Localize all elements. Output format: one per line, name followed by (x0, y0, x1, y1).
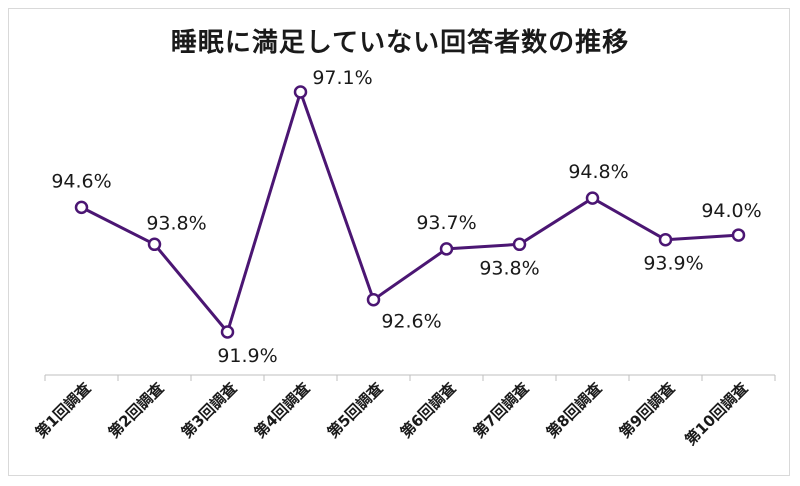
x-tick-label: 第1回調査 (32, 378, 95, 441)
data-point (585, 191, 600, 205)
data-label: 93.7% (416, 212, 476, 234)
x-tick-label: 第3回調査 (178, 378, 241, 441)
x-tick-label: 第8回調査 (543, 378, 606, 441)
x-tick-label: 第7回調査 (470, 378, 533, 441)
data-label: 93.8% (479, 257, 539, 279)
chart-title: 睡眠に満足していない回答者数の推移 (170, 28, 630, 58)
data-point (366, 292, 381, 307)
x-tick-label: 第4回調査 (251, 378, 314, 441)
x-tick-label: 第6回調査 (397, 378, 460, 441)
x-tick-label: 第5回調査 (324, 378, 387, 441)
data-point (293, 85, 308, 99)
x-tick-label: 第9回調査 (616, 378, 679, 441)
x-tick-label: 第10回調査 (681, 378, 752, 449)
data-point (731, 228, 746, 242)
data-point (220, 325, 235, 339)
data-label: 94.8% (568, 161, 628, 183)
data-point (658, 232, 673, 247)
data-label: 94.6% (51, 170, 111, 192)
data-label: 97.1% (312, 67, 372, 89)
data-label: 93.8% (146, 212, 206, 234)
data-point (74, 200, 89, 215)
series-line (80, 90, 739, 334)
x-tick-label: 第2回調査 (105, 378, 168, 441)
data-point (512, 237, 527, 252)
data-point (439, 242, 454, 256)
data-label: 92.6% (381, 311, 441, 333)
data-label: 94.0% (701, 200, 761, 222)
data-label: 93.9% (643, 253, 703, 275)
data-label: 91.9% (217, 345, 277, 367)
data-point (147, 237, 162, 252)
